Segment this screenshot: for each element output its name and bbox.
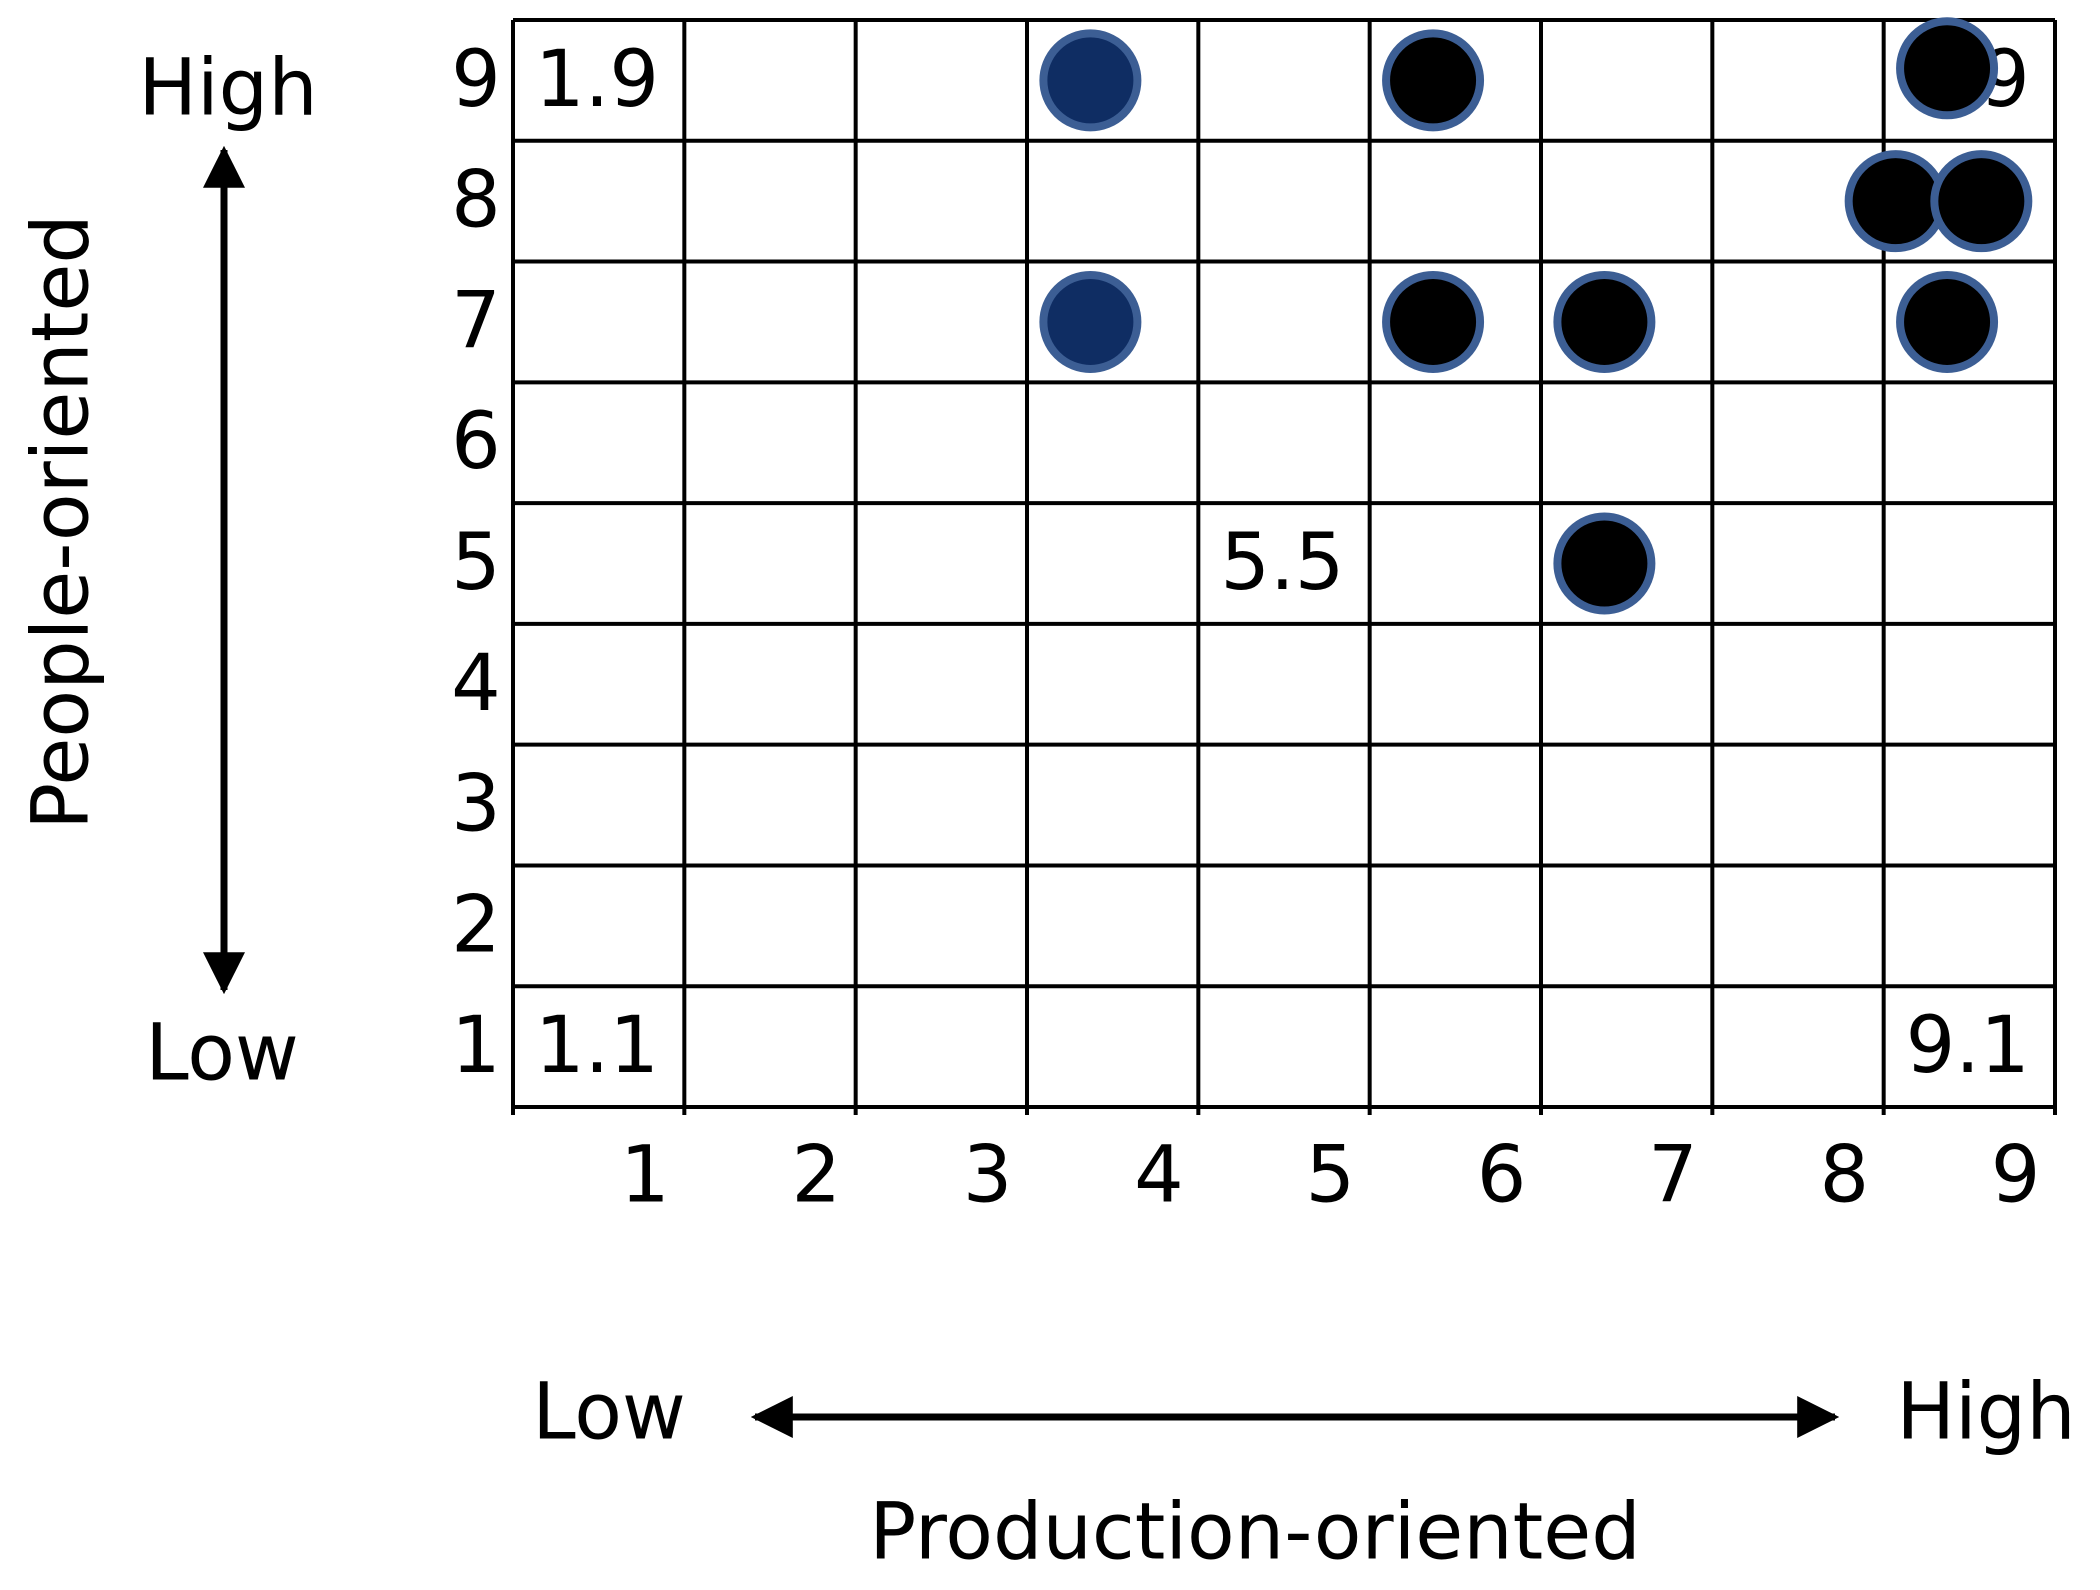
x-axis-title: Production-oriented xyxy=(869,1487,1641,1577)
x-tick-label: 4 xyxy=(1134,1130,1184,1220)
x-tick-label: 6 xyxy=(1477,1130,1527,1220)
point xyxy=(1039,270,1142,373)
point xyxy=(1930,150,2033,253)
point xyxy=(1382,270,1485,373)
y-tick-label: 8 xyxy=(451,156,501,246)
point xyxy=(1553,270,1656,373)
x-tick-label: 1 xyxy=(620,1130,670,1220)
y-tick-label: 3 xyxy=(451,760,501,850)
cell-label: 1.1 xyxy=(535,1001,659,1091)
y-axis-title: People-oriented xyxy=(16,214,106,830)
x-tick-label: 5 xyxy=(1305,1130,1355,1220)
x-high-label: High xyxy=(1896,1367,2075,1457)
point xyxy=(1844,150,1947,253)
x-tick-label: 7 xyxy=(1648,1130,1698,1220)
y-tick-label: 1 xyxy=(451,1001,501,1091)
x-tick-label: 9 xyxy=(1991,1130,2041,1220)
x-tick-label: 2 xyxy=(791,1130,841,1220)
y-high-label: High xyxy=(138,43,317,133)
y-low-label: Low xyxy=(145,1008,299,1098)
x-low-label: Low xyxy=(532,1367,686,1457)
point xyxy=(1553,512,1656,615)
y-tick-label: 9 xyxy=(451,35,501,125)
y-tick-label: 4 xyxy=(451,639,501,729)
x-tick-label: 8 xyxy=(1819,1130,1869,1220)
x-tick-label: 3 xyxy=(963,1130,1013,1220)
cell-label: 5.5 xyxy=(1220,518,1344,608)
point xyxy=(1896,270,1999,373)
cell-label: 9.1 xyxy=(1906,1001,2030,1091)
point xyxy=(1896,17,1999,120)
y-tick-label: 5 xyxy=(451,518,501,608)
y-tick-label: 2 xyxy=(451,880,501,970)
y-tick-label: 7 xyxy=(451,276,501,366)
point xyxy=(1039,29,1142,132)
y-tick-label: 6 xyxy=(451,397,501,487)
point xyxy=(1382,29,1485,132)
cell-label: 1.9 xyxy=(535,35,659,125)
